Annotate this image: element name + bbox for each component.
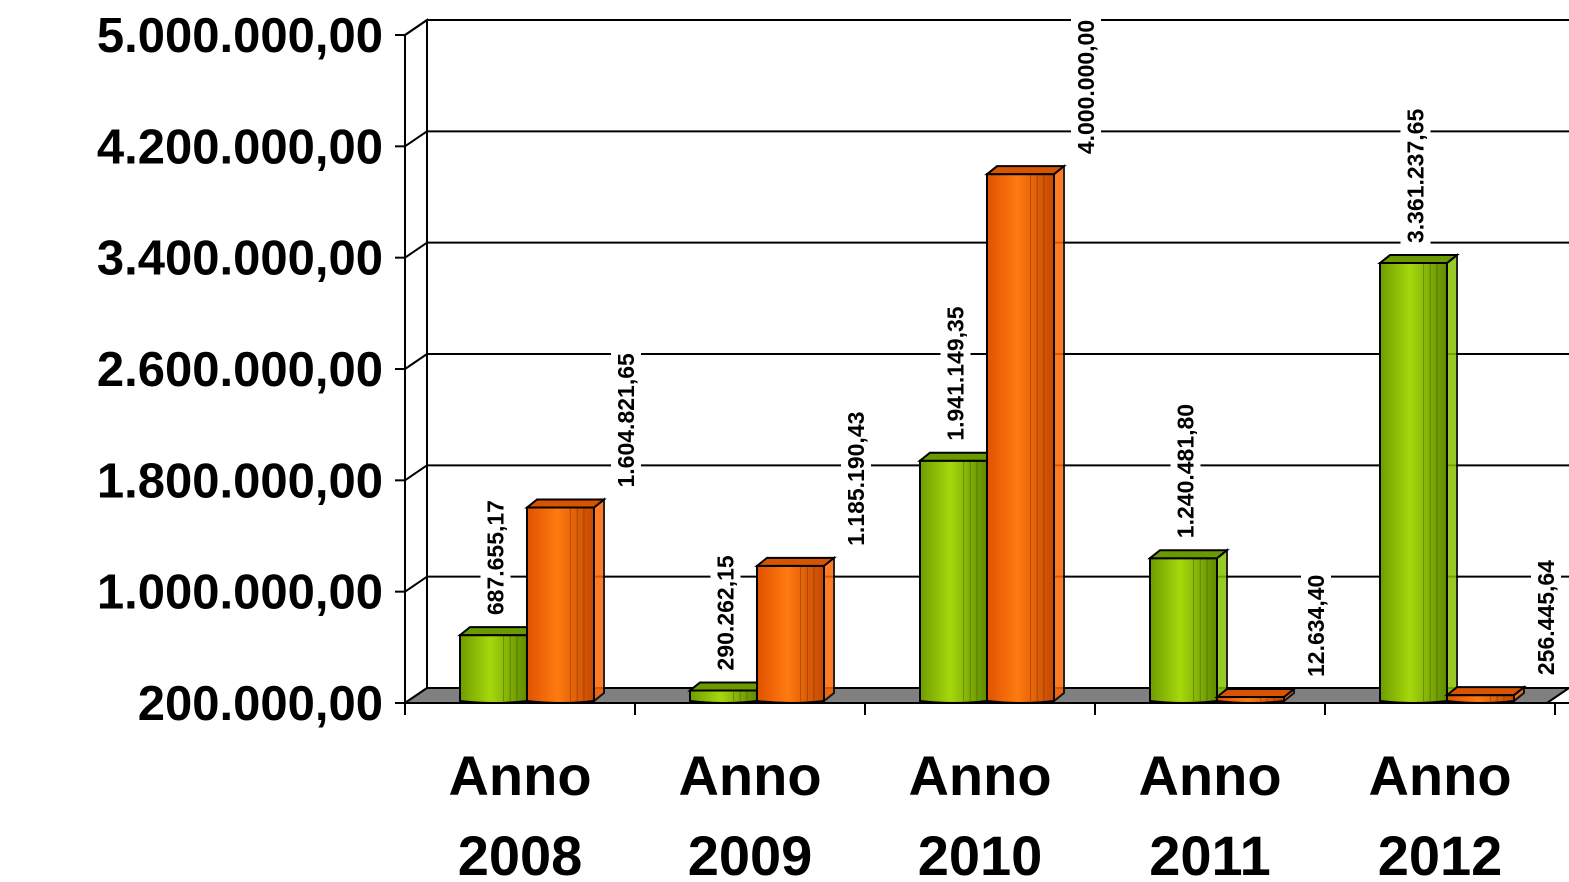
gridline-diagonal [404,19,428,36]
data-label: 4.000.000,00 [1073,20,1099,154]
data-label-background [710,552,741,674]
bar [687,680,770,704]
x-category-label: Anno [908,744,1051,807]
bar-top [1147,549,1230,560]
data-label: 687.655,17 [483,500,509,615]
bar [1214,686,1297,704]
data-label-background [1071,16,1101,158]
x-category-label: 2009 [688,824,813,882]
axes [395,34,1569,715]
data-label: 1.185.190,43 [843,412,869,546]
data-label-background [480,497,511,619]
data-label: 256.445,64 [1533,560,1559,675]
x-category-label: 2011 [1149,824,1271,882]
bar [754,555,837,704]
bar [1147,548,1230,704]
x-category-label: Anno [678,744,821,807]
bar-side [1053,164,1065,704]
y-tick-label: 1.000.000,00 [97,566,383,620]
bar-top [457,626,540,637]
x-category-label: 2012 [1378,824,1503,882]
x-category-label: Anno [1138,744,1281,807]
y-axis-tick-labels: 200.000,00 1.000.000,00 1.800.000,00 2.600.… [97,9,383,731]
x-category-label: Anno [1368,744,1511,807]
bars [457,164,1527,704]
gridline-diagonal [404,353,428,370]
bar [917,450,1000,704]
bar-side [823,555,835,704]
bar [524,497,607,704]
data-label-background [1301,571,1331,680]
bar [1377,252,1460,704]
bar-side [593,497,605,704]
gridline-diagonal [404,130,428,148]
y-tick-label: 4.200.000,00 [97,120,383,174]
data-label-background [940,303,971,444]
bar-top [1377,254,1460,265]
data-label: 290.262,15 [713,555,739,670]
data-label: 12.634,40 [1303,575,1329,677]
data-label-background [841,408,871,549]
y-tick-label: 1.800.000,00 [97,454,383,508]
bar-top [984,165,1067,176]
bar-top [687,681,770,692]
bar-side [1216,548,1228,704]
data-label: 3.361.237,65 [1403,109,1429,244]
x-category-label: 2010 [918,824,1043,882]
y-tick-label: 2.600.000,00 [97,343,383,397]
bar-top [917,451,1000,462]
data-label-background [1170,400,1201,542]
data-labels: 687.655,17 1.604.821,65 290.262,15 1.185.19… [480,16,1561,680]
gridline-diagonal [404,575,428,593]
bar [1444,685,1527,704]
y-tick-label: 5.000.000,00 [97,9,383,63]
data-label: 1.941.149,35 [943,306,969,441]
bar-top [754,556,837,567]
data-label: 1.240.481,80 [1173,404,1199,538]
gridline-diagonal [404,241,428,259]
x-category-label: 2008 [458,824,583,882]
bar-top [524,498,607,509]
data-label-background [611,349,641,491]
bar [984,164,1067,704]
gridline-diagonal [404,464,428,482]
x-category-label: Anno [448,744,591,807]
data-label-background [1400,105,1431,247]
y-tick-label: 200.000,00 [138,677,383,731]
bar-top [1214,688,1297,698]
data-label-background [1531,556,1561,679]
bar-top [1444,686,1527,697]
y-tick-label: 3.400.000,00 [97,232,383,286]
data-label: 1.604.821,65 [613,353,639,488]
bar-side [1446,252,1458,704]
x-axis-category-labels: Anno 2008 Anno 2009 Anno 2010 Anno 2011 Anno 2012 [448,744,1511,882]
bar [457,625,540,704]
